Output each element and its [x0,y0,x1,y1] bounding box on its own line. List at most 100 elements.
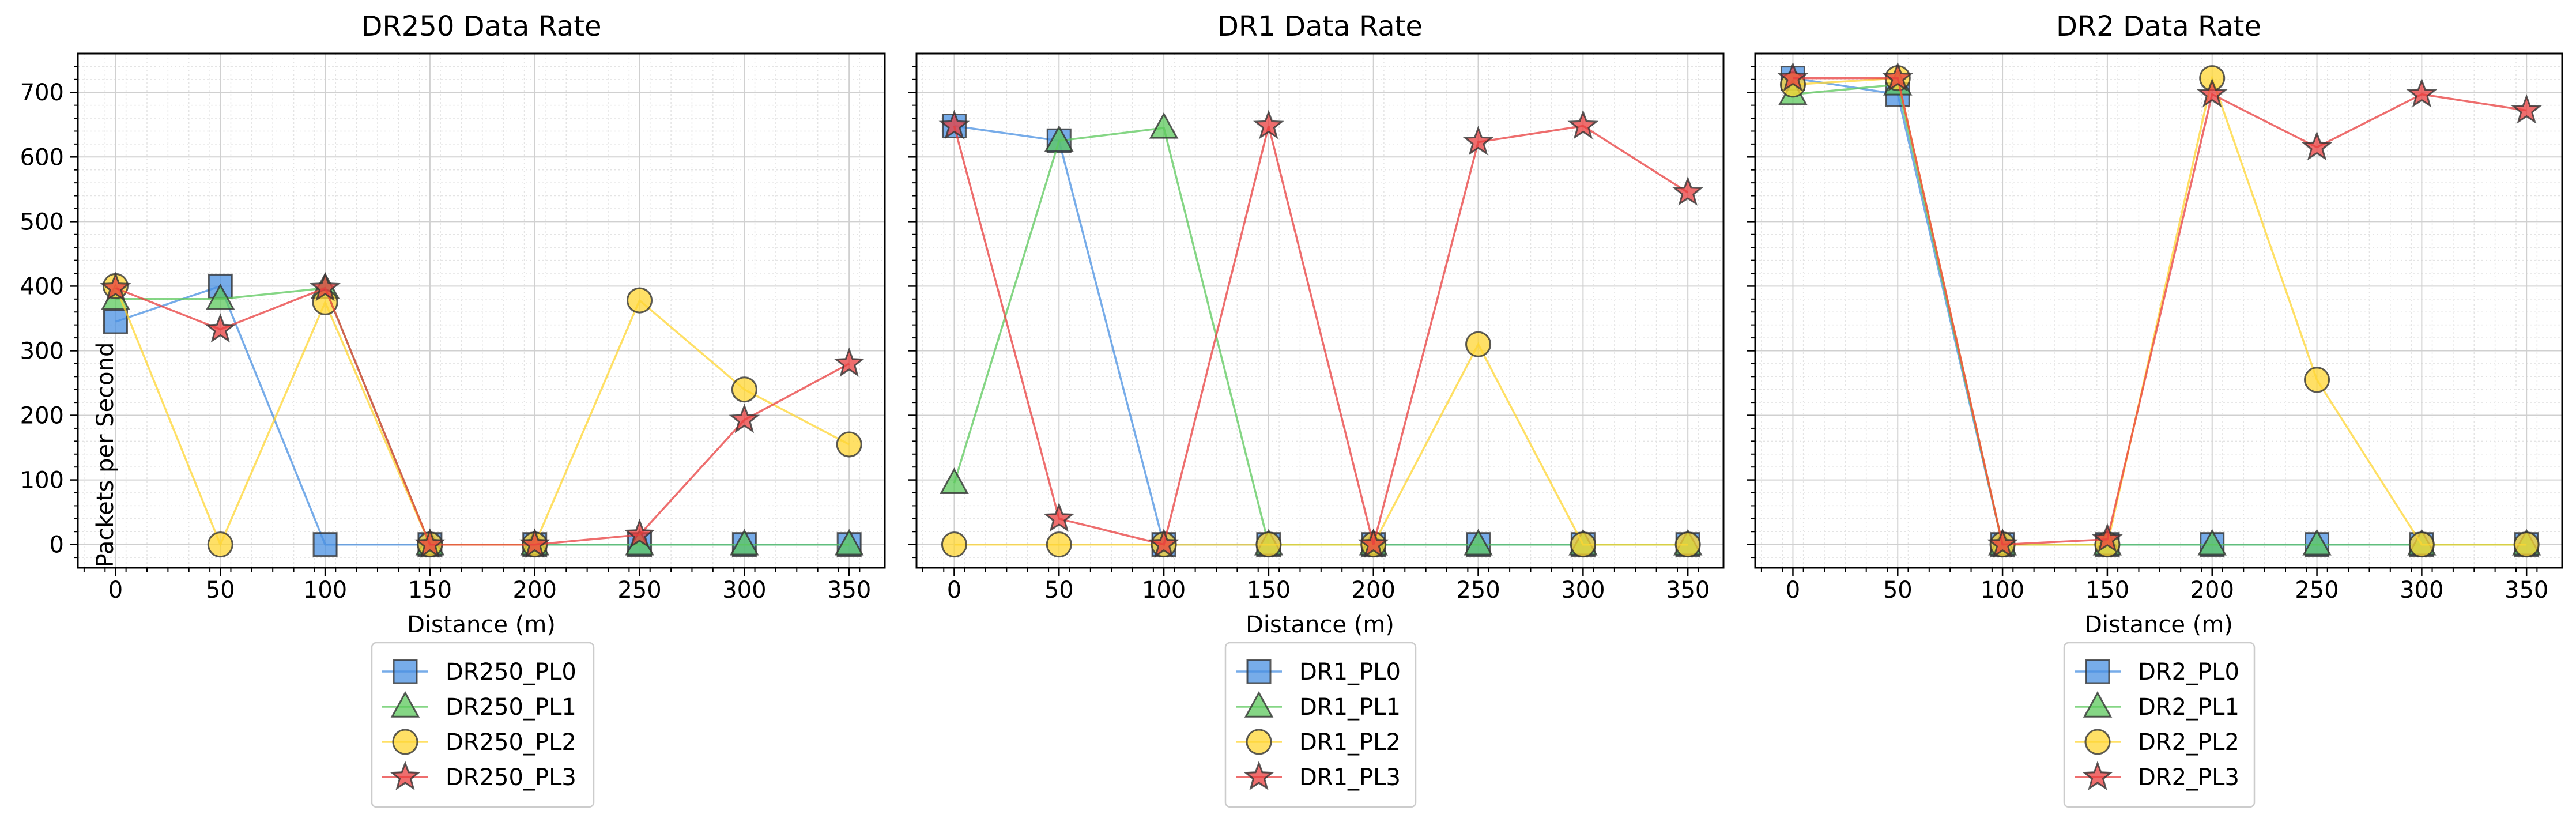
data-point [1777,62,1809,92]
data-point [1987,528,2018,558]
legend-label: DR1_PL0 [1299,659,1401,685]
legend-item: DR2_PL2 [2075,729,2239,756]
data-point [624,518,655,548]
x-axis-label: Distance (m) [407,612,556,638]
data-point [1462,126,1494,156]
legend-item: DR250_PL1 [382,691,576,721]
series-DR1_PL3 [938,110,1704,558]
series-line [1793,83,2527,546]
x-tick-label: 150 [2085,577,2129,604]
data-point [205,283,235,310]
legend-box [1224,642,1417,808]
legend-label: DR1_PL3 [1299,764,1401,791]
legend-marker [1246,659,1272,684]
data-point [1044,125,1074,152]
series-line [1793,77,2527,546]
data-point [100,272,131,301]
legend-label: DR250_PL2 [446,729,576,756]
data-point [1674,531,1701,558]
x-tick-label: 50 [1044,577,1074,604]
x-tick-label: 0 [947,577,961,604]
data-point [207,531,233,558]
legend-marker [2084,729,2111,755]
x-tick-label: 100 [1981,577,2024,604]
minor-grid [1755,54,2562,568]
legend-item: DR250_PL2 [382,729,576,756]
legend-label: DR1_PL1 [1299,694,1401,721]
data-point [1149,112,1179,139]
major-grid [78,54,885,568]
legend-marker [1244,691,1274,718]
data-point [1567,110,1599,139]
x-tick-label: 200 [2190,577,2234,604]
legend-box [2063,642,2256,808]
x-axis-label: Distance (m) [2084,612,2233,638]
data-point [1043,502,1075,532]
legend-marker [2083,691,2113,718]
legend-marker [1246,729,1272,755]
legend-box [371,642,595,808]
data-point [1672,176,1704,206]
y-tick-label: 300 [20,338,64,364]
legend-item: DR1_PL3 [1236,760,1401,791]
legend-marker [390,691,420,718]
legend-item: DR1_PL0 [1236,659,1401,685]
x-tick-label: 50 [206,577,235,604]
minor-grid [78,54,885,568]
data-point [1882,62,1914,92]
chart-title: DR1 Data Rate [1217,10,1423,43]
data-point [730,529,759,556]
data-point [938,110,970,139]
x-tick-label: 250 [1456,577,1500,604]
data-point [2092,523,2123,553]
x-tick-label: 350 [827,577,871,604]
y-tick-label: 0 [50,532,64,559]
data-point [312,532,338,557]
data-point [2301,131,2333,161]
data-point [834,529,864,556]
x-tick-label: 0 [108,577,123,604]
data-point [2197,529,2227,556]
data-point [310,272,341,301]
data-point [941,531,967,558]
y-tick-label: 100 [20,467,64,494]
legend-item: DR2_PL0 [2075,659,2239,685]
chart-panel-2: 0 50 100 150 200 250 300 350 DR1 Data Rate Distan… [908,10,1725,638]
legend-item: DR250_PL0 [382,659,576,685]
legend-3: DR2_PL0 DR2_PL1 DR2_PL2 DR2_PL3 [2063,642,2256,808]
data-point [2408,531,2435,558]
legend-1: DR250_PL0 DR250_PL1 DR250_PL2 DR250_PL3 [371,642,595,808]
data-point [2513,531,2540,558]
data-point [1253,110,1284,139]
legend-label: DR2_PL3 [2138,764,2239,791]
legend-label: DR250_PL0 [446,659,576,685]
legend-label: DR2_PL0 [2138,659,2239,685]
x-tick-label: 250 [617,577,661,604]
x-tick-label: 100 [303,577,347,604]
x-axis-label: Distance (m) [1246,612,1394,638]
chart-panel-1: 0 50 100 150 200 250 300 350 0 100 200 300 400 500 600… [20,10,886,638]
legend-marker [390,760,421,790]
series-DR250_PL3 [100,272,865,558]
x-tick-label: 300 [1561,577,1605,604]
x-tick-label: 150 [1247,577,1291,604]
data-point [2406,78,2438,108]
data-point [2304,367,2330,393]
legend-label: DR250_PL3 [446,764,576,791]
series-line [953,125,1689,546]
series-line [954,342,1688,546]
plot-frame [77,52,886,569]
y-tick-label: 400 [20,273,64,300]
data-point [103,309,128,334]
chart-panel-3: 0 50 100 150 200 250 300 350 DR2 Data Rate Distan… [1747,10,2563,638]
legend-marker [2085,659,2110,684]
data-point [1465,331,1492,357]
data-point [2511,94,2543,124]
data-point [1464,529,1493,556]
x-tick-label: 150 [408,577,452,604]
data-point [940,467,969,494]
x-tick-label: 200 [1352,577,1396,604]
data-point [2196,78,2228,108]
data-point [731,376,757,403]
x-tick-label: 100 [1142,577,1186,604]
